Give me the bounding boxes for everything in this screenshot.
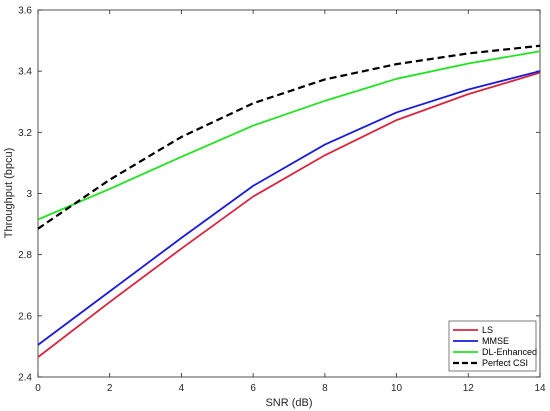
y-tick-label: 2.6 — [18, 311, 32, 322]
x-tick-label: 6 — [250, 383, 256, 394]
y-axis-label: Throughput (bpcu) — [3, 148, 15, 239]
legend-label-dl-enhanced: DL-Enhanced — [482, 347, 537, 357]
x-tick-label: 12 — [463, 383, 475, 394]
y-axis-ticks: 2.4 2.6 2.8 3 3.2 3.4 3.6 — [18, 6, 540, 384]
y-tick-label: 2.4 — [18, 373, 32, 384]
series-line-perfect-csi — [37, 44, 541, 230]
legend-label-ls: LS — [482, 325, 493, 335]
y-tick-label: 3.2 — [18, 128, 32, 139]
y-tick-label: 3.6 — [18, 6, 32, 17]
x-tick-label: 0 — [35, 383, 41, 394]
series-lines — [37, 44, 541, 358]
x-tick-label: 4 — [179, 383, 185, 394]
series-line-ls — [37, 71, 541, 358]
y-tick-label: 3.4 — [18, 67, 32, 78]
legend-label-mmse: MMSE — [482, 336, 509, 346]
x-axis-label: SNR (dB) — [265, 397, 312, 409]
legend-label-perfect-csi: Perfect CSI — [482, 358, 528, 368]
x-tick-label: 2 — [107, 383, 113, 394]
x-tick-label: 8 — [322, 383, 328, 394]
plot-area — [37, 9, 541, 378]
x-axis-ticks: 0 2 4 6 8 10 12 14 — [35, 10, 546, 394]
x-tick-label: 14 — [534, 383, 546, 394]
series-line-dl-enhanced — [37, 50, 541, 221]
y-tick-label: 3 — [26, 189, 32, 200]
x-tick-label: 10 — [391, 383, 403, 394]
y-tick-label: 2.8 — [18, 250, 32, 261]
series-line-mmse — [37, 70, 541, 346]
